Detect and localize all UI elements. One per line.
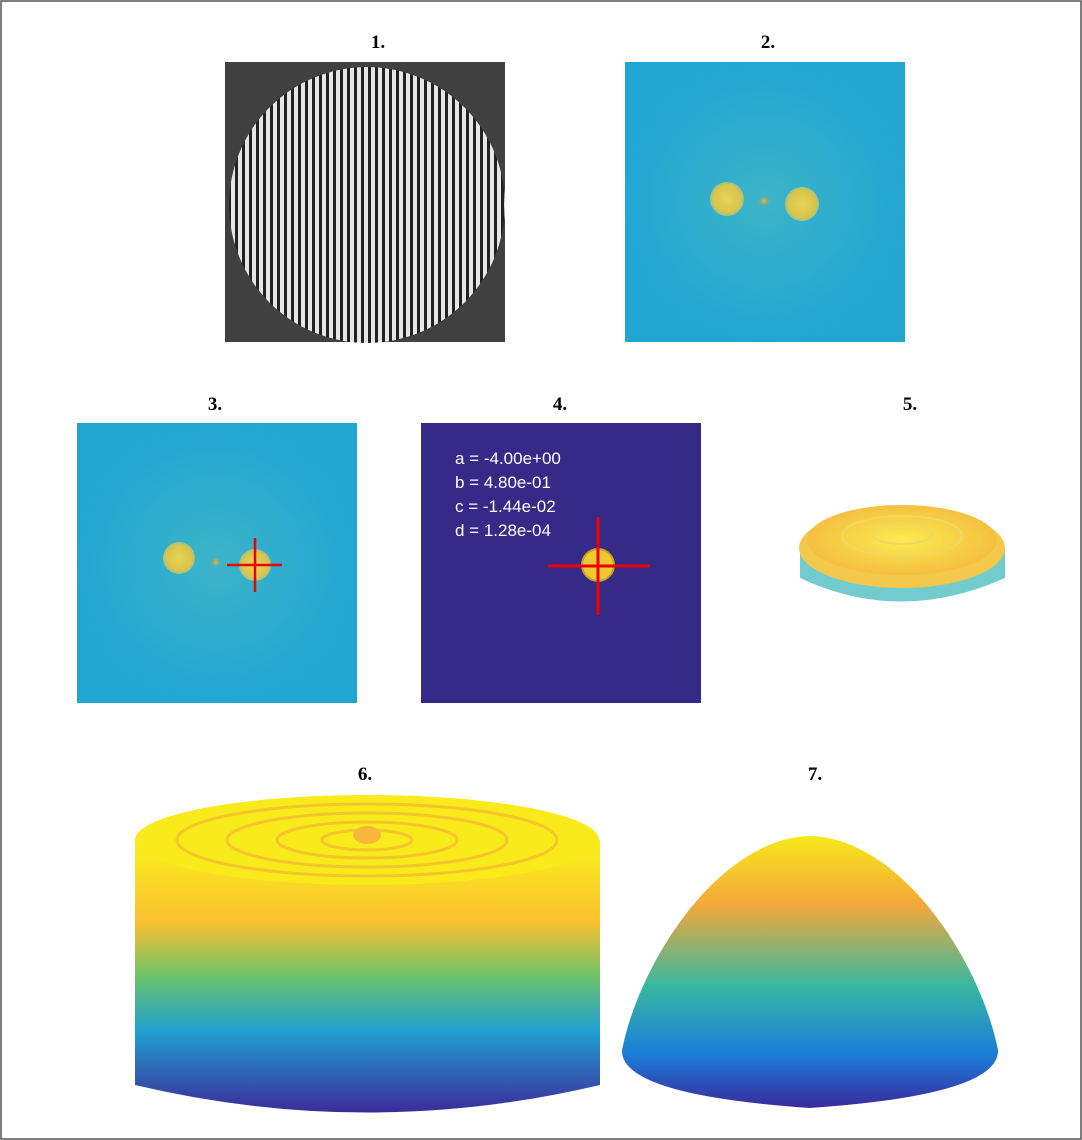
panel-1-image bbox=[225, 62, 505, 343]
panel-2-image bbox=[625, 62, 905, 342]
panel-3-image bbox=[77, 423, 357, 703]
annotation: a = -4.00e+00 bbox=[455, 449, 561, 468]
panel-label: 6. bbox=[358, 764, 372, 785]
panel-5-surface bbox=[799, 505, 1005, 602]
panel-label: 2. bbox=[761, 32, 775, 53]
annotation: c = -1.44e-02 bbox=[455, 497, 556, 516]
figure: 1. 2. 3. 4. a = -4.00e+00 b = 4.80e-01 c… bbox=[0, 0, 1082, 1140]
panel-label: 5. bbox=[903, 394, 917, 415]
annotation: b = 4.80e-01 bbox=[455, 473, 551, 492]
panel-label: 1. bbox=[371, 32, 385, 53]
annotation: d = 1.28e-04 bbox=[455, 521, 551, 540]
panel-6-surface bbox=[135, 795, 600, 1113]
panel-label: 3. bbox=[208, 394, 222, 415]
panel-label: 7. bbox=[808, 764, 822, 785]
panel-label: 4. bbox=[553, 394, 567, 415]
